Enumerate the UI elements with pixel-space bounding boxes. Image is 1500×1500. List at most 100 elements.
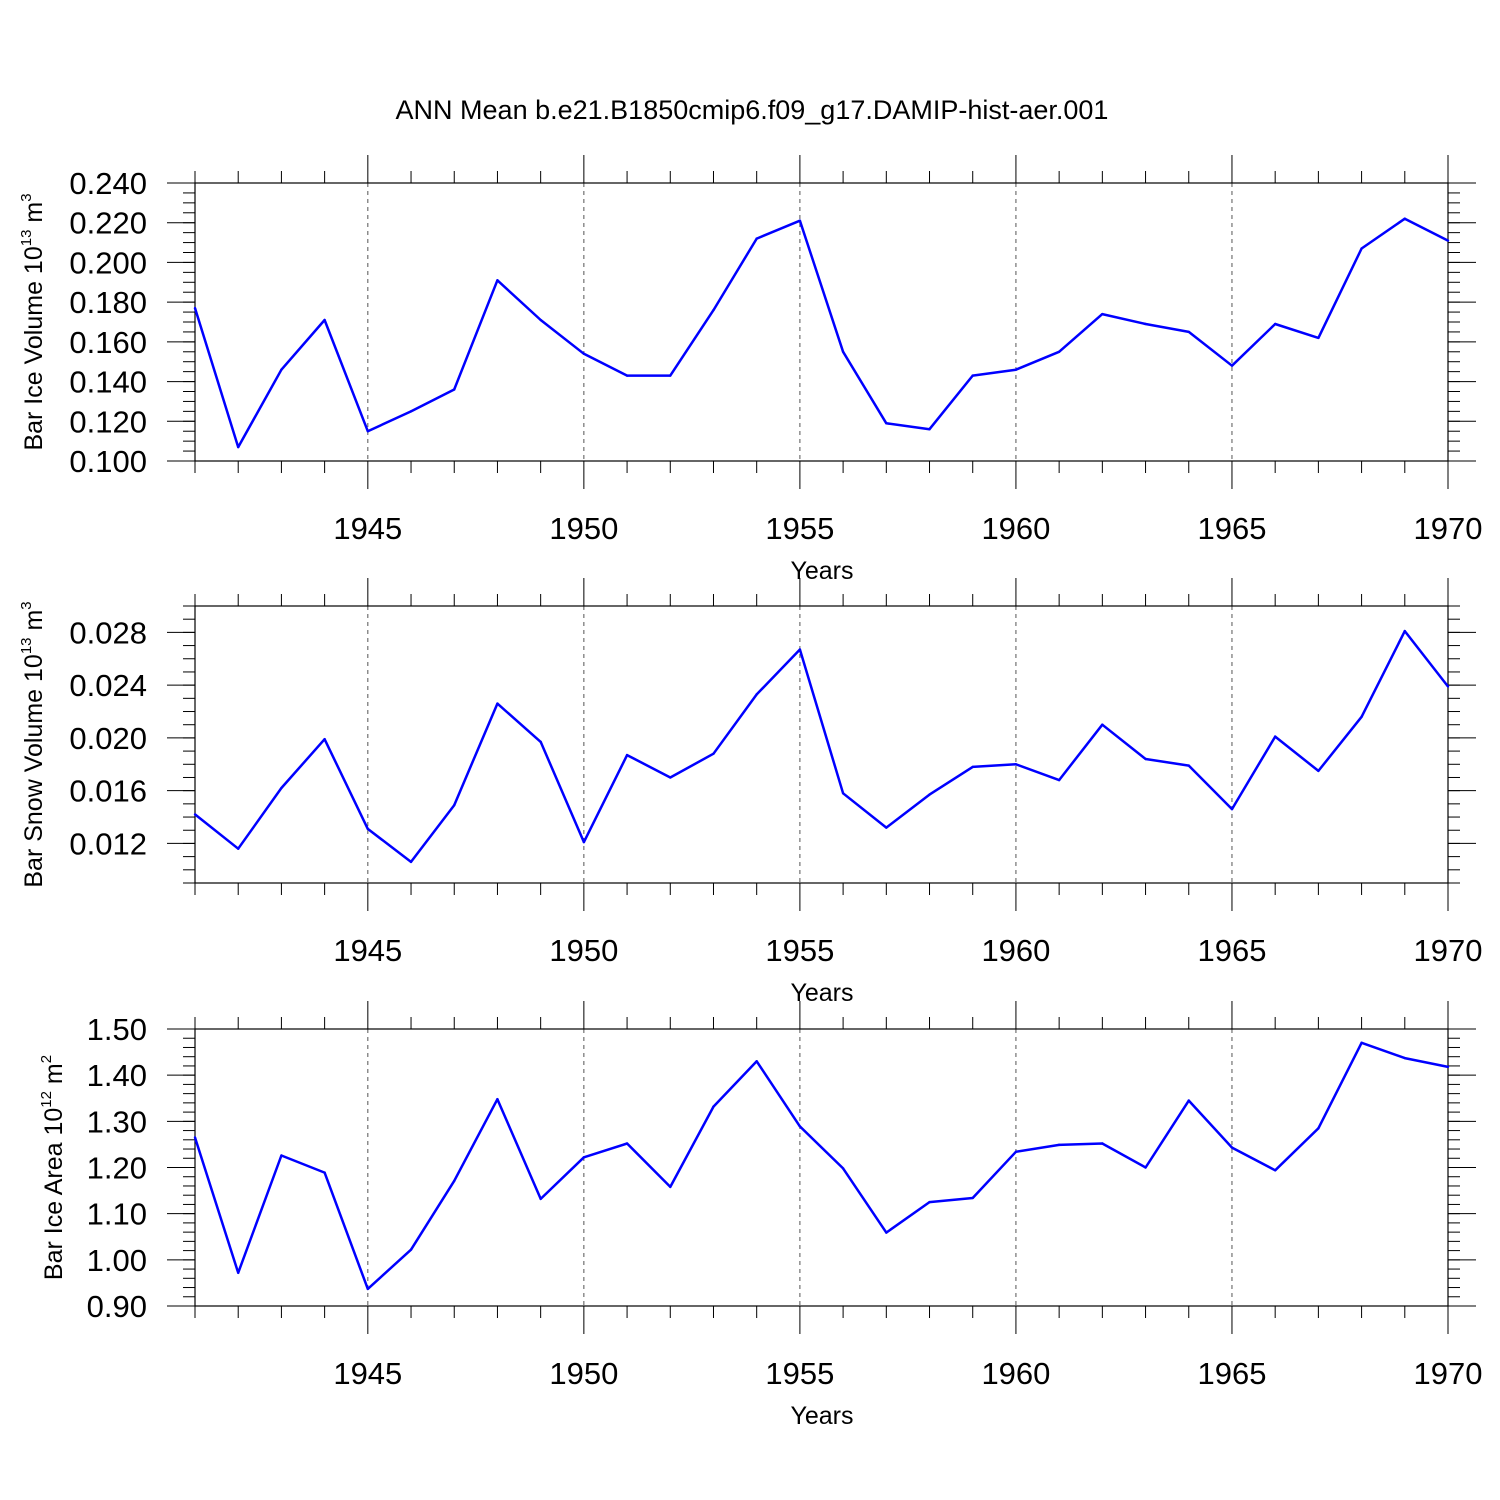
y-tick-label: 0.240 bbox=[69, 166, 147, 201]
y-tick-label: 1.20 bbox=[87, 1151, 147, 1186]
panel-2: 0.012 0.016 0.020 0.024 0.028 1945 1950 1955 196… bbox=[18, 578, 1482, 1007]
data-point bbox=[1057, 1143, 1061, 1147]
data-point bbox=[1446, 1065, 1450, 1069]
x-tick-label: 1955 bbox=[765, 1356, 834, 1391]
panel-3: 0.90 1.00 1.10 1.20 1.30 1.40 1.50 1945 1950 1955… bbox=[38, 1001, 1482, 1430]
x-tick-label: 1960 bbox=[981, 511, 1050, 546]
data-point bbox=[1317, 336, 1320, 340]
data-point bbox=[841, 1167, 845, 1170]
y-axis-label-exponent: 13 bbox=[18, 637, 35, 654]
data-point bbox=[928, 428, 931, 431]
x-tick-label: 1950 bbox=[549, 511, 618, 546]
data-point bbox=[366, 430, 370, 433]
data-point bbox=[1446, 239, 1450, 242]
data-point bbox=[1317, 769, 1320, 773]
x-tick-label: 1950 bbox=[549, 933, 618, 968]
data-point bbox=[625, 374, 629, 377]
y-tick-label: 0.140 bbox=[69, 365, 147, 400]
data-point bbox=[971, 765, 974, 769]
data-point bbox=[237, 847, 240, 850]
y-tick-label: 1.10 bbox=[87, 1197, 147, 1232]
y-tick-label: 0.200 bbox=[69, 245, 147, 280]
data-point bbox=[841, 350, 845, 353]
x-tick-label: 1970 bbox=[1414, 511, 1483, 546]
data-point bbox=[366, 827, 370, 831]
data-point bbox=[193, 306, 197, 310]
data-point bbox=[1403, 629, 1406, 633]
data-point bbox=[539, 740, 542, 744]
y-tick-label: 0.220 bbox=[69, 206, 147, 241]
data-point bbox=[193, 1136, 197, 1139]
x-axis-label: Years bbox=[790, 979, 853, 1007]
chart-title: ANN Mean b.e21.B1850cmip6.f09_g17.DAMIP-… bbox=[396, 95, 1109, 125]
data-point bbox=[1403, 1056, 1406, 1060]
y-tick-label: 1.40 bbox=[87, 1058, 147, 1093]
data-point bbox=[1014, 368, 1018, 371]
data-point bbox=[625, 753, 629, 757]
data-point bbox=[237, 445, 240, 449]
y-axis-label-exponent: 13 bbox=[18, 230, 35, 247]
data-point bbox=[1230, 1146, 1234, 1149]
x-tick-label: 1945 bbox=[333, 511, 402, 546]
x-tick-label: 1965 bbox=[1197, 933, 1266, 968]
y-axis-label-unit-exponent: 3 bbox=[18, 193, 35, 201]
y-axis-label: Bar Ice Volume 1013 m3 bbox=[18, 193, 48, 450]
data-point bbox=[409, 1248, 413, 1251]
panel-1: 0.100 0.120 0.140 0.160 0.180 0.200 0.220 0.240… bbox=[18, 155, 1482, 585]
data-point bbox=[1101, 1142, 1104, 1145]
data-point bbox=[1360, 715, 1363, 718]
y-axis-label-main: Bar Snow Volume 10 bbox=[20, 654, 48, 887]
plot-frame bbox=[194, 605, 1449, 884]
data-point bbox=[496, 1097, 499, 1101]
data-point bbox=[323, 318, 326, 322]
y-tick-label: 0.160 bbox=[69, 325, 147, 360]
x-axis-label: Years bbox=[790, 1402, 853, 1430]
data-point bbox=[755, 237, 758, 240]
data-point bbox=[669, 374, 672, 377]
data-point bbox=[1187, 764, 1190, 767]
y-axis-label-unit-exponent: 3 bbox=[18, 601, 35, 609]
y-axis-label-unit: m bbox=[20, 610, 48, 638]
series-line bbox=[193, 1041, 1449, 1291]
data-point bbox=[928, 1200, 931, 1204]
series-line bbox=[194, 629, 1449, 864]
y-tick-label: 1.30 bbox=[87, 1104, 147, 1139]
data-point bbox=[798, 648, 802, 651]
data-point bbox=[841, 792, 845, 795]
data-point bbox=[280, 1154, 283, 1157]
x-tick-label: 1945 bbox=[333, 933, 402, 968]
y-tick-label: 0.180 bbox=[69, 285, 147, 320]
data-point bbox=[280, 368, 283, 371]
data-point bbox=[453, 803, 456, 807]
y-axis-label-exponent: 12 bbox=[38, 1091, 55, 1108]
y-tick-label: 0.100 bbox=[69, 444, 147, 479]
y-tick-label: 0.90 bbox=[87, 1289, 147, 1324]
data-point bbox=[496, 279, 499, 282]
y-axis-label: Bar Snow Volume 1013 m3 bbox=[18, 601, 48, 887]
x-tick-label: 1960 bbox=[981, 1356, 1050, 1391]
x-tick-label: 1970 bbox=[1414, 933, 1483, 968]
data-point bbox=[1057, 350, 1061, 353]
data-point bbox=[669, 1185, 672, 1189]
data-point bbox=[496, 702, 499, 705]
panels-container: 0.100 0.120 0.140 0.160 0.180 0.200 0.220 0.240… bbox=[18, 155, 1482, 1430]
data-point bbox=[1101, 723, 1104, 726]
data-point bbox=[1360, 1041, 1363, 1045]
data-point bbox=[582, 1156, 586, 1159]
plot-frame bbox=[194, 182, 1449, 462]
plot-frame bbox=[194, 1028, 1449, 1307]
data-point bbox=[1057, 778, 1061, 782]
data-point bbox=[755, 693, 758, 696]
data-point bbox=[1273, 1169, 1277, 1172]
y-tick-label: 1.50 bbox=[87, 1012, 147, 1047]
data-point bbox=[323, 738, 326, 741]
data-point bbox=[1403, 217, 1406, 220]
data-point bbox=[1101, 312, 1104, 316]
data-point bbox=[323, 1171, 326, 1174]
y-axis-label-main: Bar Ice Area 10 bbox=[40, 1108, 68, 1280]
y-tick-label: 0.020 bbox=[69, 721, 147, 756]
data-point bbox=[1144, 757, 1147, 761]
y-tick-label: 0.120 bbox=[69, 404, 147, 439]
y-axis-label-unit: m bbox=[20, 202, 48, 230]
data-point bbox=[1014, 763, 1018, 766]
